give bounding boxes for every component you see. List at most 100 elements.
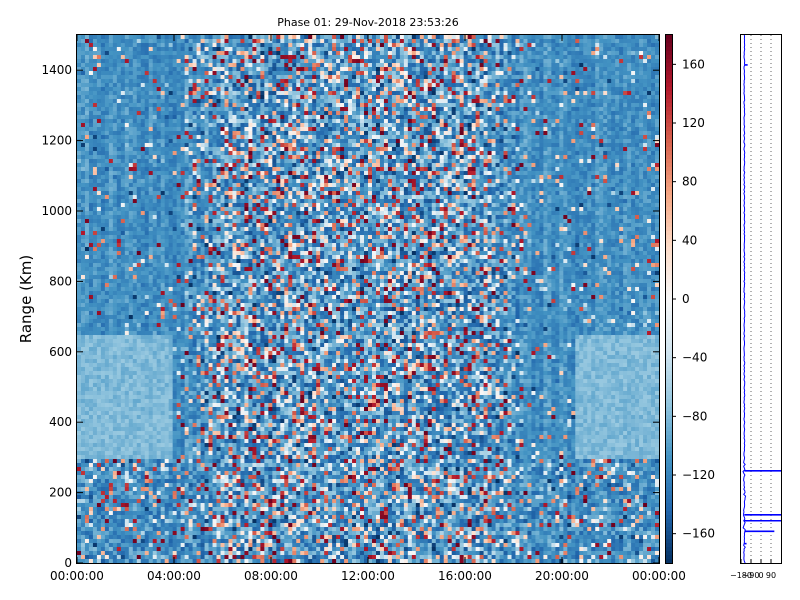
heatmap-cell — [221, 431, 225, 435]
heatmap-cell — [161, 543, 165, 547]
heatmap-cell — [109, 103, 113, 107]
heatmap-cell — [117, 431, 121, 435]
heatmap-cell — [129, 443, 133, 447]
heatmap-cell — [121, 243, 125, 247]
heatmap-cell — [137, 455, 141, 459]
heatmap-cell — [141, 47, 145, 51]
heatmap-cell — [209, 331, 213, 335]
heatmap-cell — [121, 307, 125, 311]
heatmap-cell — [117, 203, 121, 207]
heatmap-cell — [189, 479, 193, 483]
heatmap-cell — [133, 435, 137, 439]
heatmap-cell — [113, 219, 117, 223]
heatmap-cell — [121, 487, 125, 491]
heatmap-cell — [101, 403, 105, 407]
heatmap-cell — [224, 459, 228, 463]
heatmap-cell — [137, 255, 141, 259]
heatmap-cell — [224, 107, 228, 111]
heatmap-cell — [189, 283, 193, 287]
heatmap-cell — [221, 339, 225, 343]
heatmap-cell — [113, 59, 117, 63]
heatmap-cell — [185, 83, 189, 87]
heatmap-cell — [177, 159, 181, 163]
heatmap-cell — [153, 371, 157, 375]
heatmap-cell — [189, 219, 193, 223]
heatmap-cell — [125, 559, 129, 563]
heatmap-cell — [97, 323, 101, 327]
heatmap-cell — [205, 291, 209, 295]
heatmap-cell — [101, 71, 105, 75]
heatmap-cell — [109, 295, 113, 299]
heatmap-cell — [89, 147, 93, 151]
heatmap-cell — [201, 287, 205, 291]
heatmap-cell — [101, 431, 105, 435]
heatmap-cell — [213, 159, 217, 163]
heatmap-cell — [129, 243, 133, 247]
heatmap-cell — [165, 507, 169, 511]
heatmap-cell — [189, 491, 193, 495]
heatmap-cell — [129, 135, 133, 139]
heatmap-cell — [205, 359, 209, 363]
heatmap-cell — [93, 171, 97, 175]
heatmap-cell — [205, 143, 209, 147]
heatmap-cell — [137, 123, 141, 127]
heatmap-cell — [157, 555, 161, 559]
heatmap-cell — [101, 283, 105, 287]
heatmap-cell — [169, 495, 173, 499]
heatmap-cell — [153, 175, 157, 179]
heatmap-cell — [185, 199, 189, 203]
heatmap-cell — [89, 443, 93, 447]
heatmap-cell — [105, 119, 109, 123]
heatmap-cell — [85, 399, 89, 403]
heatmap-cell — [201, 199, 205, 203]
heatmap-cell — [193, 239, 197, 243]
heatmap-cell — [125, 131, 129, 135]
heatmap-cell — [109, 83, 113, 87]
heatmap-cell — [113, 439, 117, 443]
heatmap-cell — [85, 551, 89, 555]
heatmap-cell — [141, 355, 145, 359]
heatmap-cell — [145, 135, 149, 139]
heatmap-cell — [85, 155, 89, 159]
heatmap-cell — [93, 259, 97, 263]
heatmap-cell — [77, 503, 81, 507]
heatmap-cell — [137, 555, 141, 559]
heatmap-cell — [181, 147, 185, 151]
heatmap-cell — [161, 379, 165, 383]
heatmap-cell — [161, 151, 165, 155]
heatmap-cell — [97, 99, 101, 103]
heatmap-cell — [109, 343, 113, 347]
heatmap-cell — [81, 451, 85, 455]
heatmap-cell — [149, 187, 153, 191]
heatmap-cell — [221, 387, 225, 391]
heatmap-cell — [129, 471, 133, 475]
heatmap-cell — [197, 459, 201, 463]
heatmap-cell — [201, 375, 205, 379]
heatmap-cell — [213, 39, 217, 43]
heatmap-cell — [161, 443, 165, 447]
heatmap-cell — [109, 471, 113, 475]
heatmap-cell — [137, 239, 141, 243]
heatmap-cell — [129, 311, 133, 315]
heatmap-cell — [125, 263, 129, 267]
heatmap-cell — [224, 51, 228, 55]
heatmap-cell — [197, 251, 201, 255]
heatmap-cell — [169, 559, 173, 563]
heatmap-cell — [133, 127, 137, 131]
heatmap-cell — [101, 359, 105, 363]
heatmap-cell — [157, 459, 161, 463]
heatmap-cell — [189, 155, 193, 159]
heatmap-cell — [93, 475, 97, 479]
heatmap-cell — [205, 191, 209, 195]
heatmap-cell — [201, 131, 205, 135]
heatmap-cell — [209, 259, 213, 263]
heatmap-cell — [121, 495, 125, 499]
heatmap-cell — [161, 523, 165, 527]
heatmap-cell — [217, 331, 221, 335]
heatmap-cell — [201, 295, 205, 299]
heatmap-cell — [105, 427, 109, 431]
heatmap-cell — [101, 251, 105, 255]
heatmap-cell — [213, 455, 217, 459]
heatmap-cell — [177, 303, 181, 307]
heatmap-cell — [209, 495, 213, 499]
